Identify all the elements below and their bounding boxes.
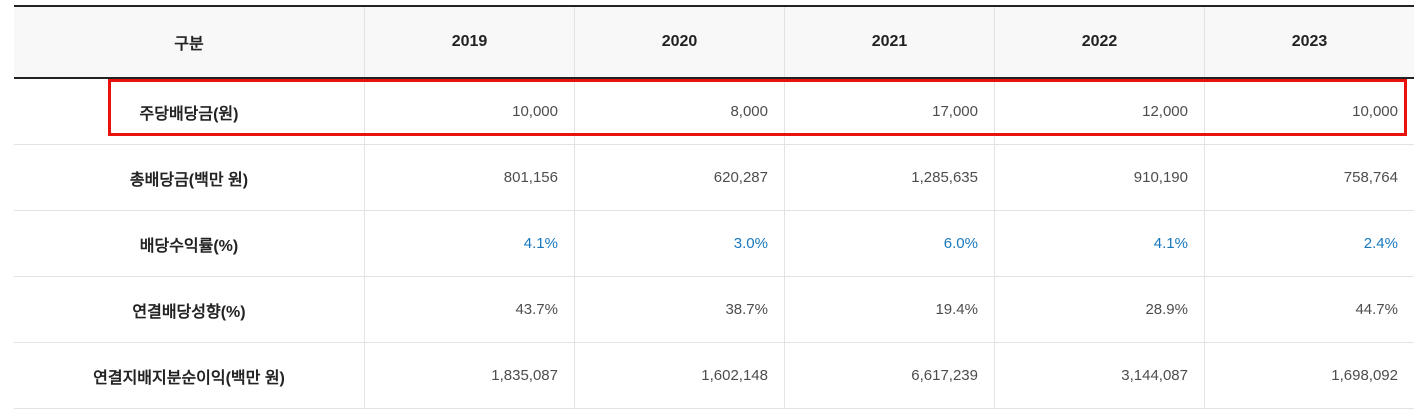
- value-cell: 1,285,635: [784, 145, 994, 210]
- row-label-cell: 연결배당성향(%): [14, 277, 364, 342]
- value-cell: 3,144,087: [994, 343, 1204, 408]
- year-header-label: 2019: [451, 33, 488, 50]
- cell-value: 38.7%: [725, 301, 768, 318]
- cell-value: 1,698,092: [1331, 367, 1398, 384]
- cell-value: 44.7%: [1355, 301, 1398, 318]
- cell-value: 6.0%: [943, 235, 978, 252]
- table-row: 연결지배지분순이익(백만 원) 1,835,087 1,602,148 6,617,2…: [14, 343, 1414, 409]
- row-label: 연결지배지분순이익(백만 원): [93, 369, 285, 387]
- category-header-label: 구분: [174, 36, 204, 53]
- cell-value: 3,144,087: [1121, 367, 1188, 384]
- cell-value: 910,190: [1133, 169, 1188, 186]
- value-cell: 28.9%: [994, 277, 1204, 342]
- column-header-2019: 2019: [364, 7, 574, 77]
- cell-value: 4.1%: [523, 235, 558, 252]
- value-cell: 6,617,239: [784, 343, 994, 408]
- value-cell: 10,000: [1204, 79, 1414, 144]
- value-cell: 4.1%: [364, 211, 574, 276]
- value-cell: 6.0%: [784, 211, 994, 276]
- value-cell: 758,764: [1204, 145, 1414, 210]
- cell-value: 620,287: [713, 169, 768, 186]
- value-cell: 1,698,092: [1204, 343, 1414, 408]
- column-header-category: 구분: [14, 7, 364, 77]
- value-cell: 4.1%: [994, 211, 1204, 276]
- column-header-2021: 2021: [784, 7, 994, 77]
- row-label-cell: 배당수익률(%): [14, 211, 364, 276]
- table-body: 주당배당금(원) 10,000 8,000 17,000 12,000 10,000 총배당…: [14, 79, 1414, 409]
- year-header-label: 2022: [1081, 33, 1118, 50]
- year-header-label: 2023: [1291, 33, 1328, 50]
- row-label: 주당배당금(원): [139, 105, 239, 123]
- cell-value: 19.4%: [935, 301, 978, 318]
- value-cell: 1,835,087: [364, 343, 574, 408]
- cell-value: 8,000: [730, 103, 768, 120]
- column-header-2022: 2022: [994, 7, 1204, 77]
- value-cell: 3.0%: [574, 211, 784, 276]
- dividend-table: 구분 2019 2020 2021 2022 2023 주당배당금(원) 10,0…: [14, 5, 1414, 409]
- cell-value: 1,285,635: [911, 169, 978, 186]
- cell-value: 10,000: [512, 103, 558, 120]
- row-label: 연결배당성향(%): [132, 303, 246, 321]
- cell-value: 801,156: [503, 169, 558, 186]
- cell-value: 43.7%: [515, 301, 558, 318]
- table-row: 배당수익률(%) 4.1% 3.0% 6.0% 4.1% 2.4%: [14, 211, 1414, 277]
- table-row: 총배당금(백만 원) 801,156 620,287 1,285,635 910,190…: [14, 145, 1414, 211]
- row-label-cell: 연결지배지분순이익(백만 원): [14, 343, 364, 408]
- cell-value: 12,000: [1142, 103, 1188, 120]
- value-cell: 910,190: [994, 145, 1204, 210]
- year-header-label: 2021: [871, 33, 908, 50]
- cell-value: 758,764: [1343, 169, 1398, 186]
- value-cell: 801,156: [364, 145, 574, 210]
- cell-value: 2.4%: [1363, 235, 1398, 252]
- cell-value: 17,000: [932, 103, 978, 120]
- value-cell: 10,000: [364, 79, 574, 144]
- value-cell: 19.4%: [784, 277, 994, 342]
- value-cell: 1,602,148: [574, 343, 784, 408]
- value-cell: 17,000: [784, 79, 994, 144]
- row-label: 총배당금(백만 원): [129, 171, 249, 189]
- cell-value: 6,617,239: [911, 367, 978, 384]
- value-cell: 44.7%: [1204, 277, 1414, 342]
- year-header-label: 2020: [661, 33, 698, 50]
- row-label: 배당수익률(%): [139, 237, 239, 255]
- table-row: 연결배당성향(%) 43.7% 38.7% 19.4% 28.9% 44.7%: [14, 277, 1414, 343]
- row-label-cell: 총배당금(백만 원): [14, 145, 364, 210]
- cell-value: 28.9%: [1145, 301, 1188, 318]
- column-header-2020: 2020: [574, 7, 784, 77]
- cell-value: 3.0%: [733, 235, 768, 252]
- value-cell: 2.4%: [1204, 211, 1414, 276]
- value-cell: 38.7%: [574, 277, 784, 342]
- value-cell: 12,000: [994, 79, 1204, 144]
- value-cell: 8,000: [574, 79, 784, 144]
- cell-value: 1,835,087: [491, 367, 558, 384]
- row-label-cell: 주당배당금(원): [14, 79, 364, 144]
- table-header-row: 구분 2019 2020 2021 2022 2023: [14, 5, 1414, 79]
- value-cell: 620,287: [574, 145, 784, 210]
- cell-value: 10,000: [1352, 103, 1398, 120]
- cell-value: 4.1%: [1153, 235, 1188, 252]
- cell-value: 1,602,148: [701, 367, 768, 384]
- value-cell: 43.7%: [364, 277, 574, 342]
- column-header-2023: 2023: [1204, 7, 1414, 77]
- table-row: 주당배당금(원) 10,000 8,000 17,000 12,000 10,000: [14, 79, 1414, 145]
